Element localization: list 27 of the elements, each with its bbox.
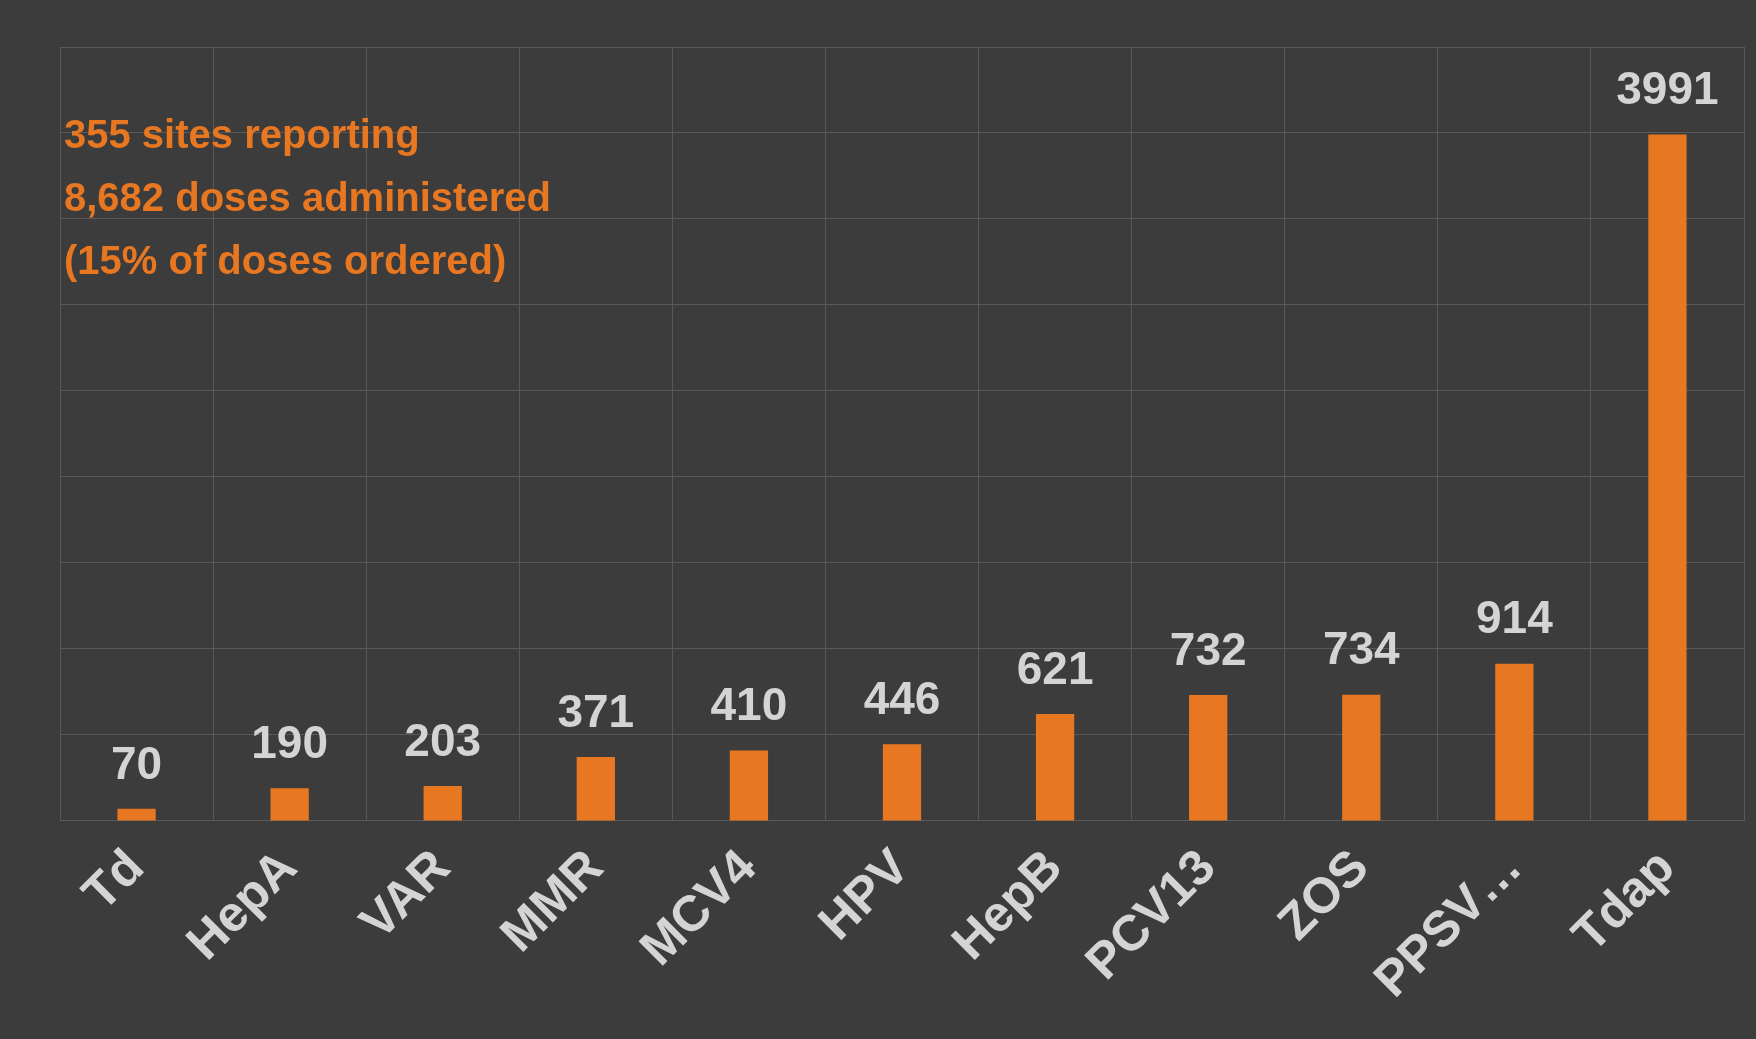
bar — [729, 750, 769, 821]
bar — [882, 744, 922, 821]
data-label: 70 — [110, 736, 163, 789]
bar — [117, 808, 156, 821]
annotation: (15% of doses ordered) — [64, 238, 507, 283]
x-tick-label: VAR — [348, 838, 461, 950]
bar — [1342, 694, 1381, 821]
data-label: 446 — [863, 671, 941, 724]
annotation: 355 sites reporting — [64, 112, 420, 157]
data-label: 3991 — [1616, 62, 1719, 115]
bar — [1035, 714, 1075, 821]
annotation: 8,682 doses administered — [64, 175, 551, 220]
bar — [1648, 134, 1687, 821]
data-label: 732 — [1169, 622, 1247, 675]
bar — [1189, 695, 1228, 821]
data-label: 914 — [1475, 591, 1554, 644]
data-label: 203 — [404, 713, 482, 766]
bar — [423, 785, 462, 821]
bar — [270, 788, 309, 821]
data-label: 621 — [1016, 641, 1094, 694]
bar — [576, 757, 615, 821]
data-label: 371 — [557, 684, 635, 737]
data-label: 190 — [251, 715, 329, 768]
data-label: 410 — [710, 678, 788, 731]
data-label: 734 — [1322, 622, 1401, 675]
x-tick-label: Td — [71, 838, 155, 921]
bar — [1495, 663, 1534, 821]
